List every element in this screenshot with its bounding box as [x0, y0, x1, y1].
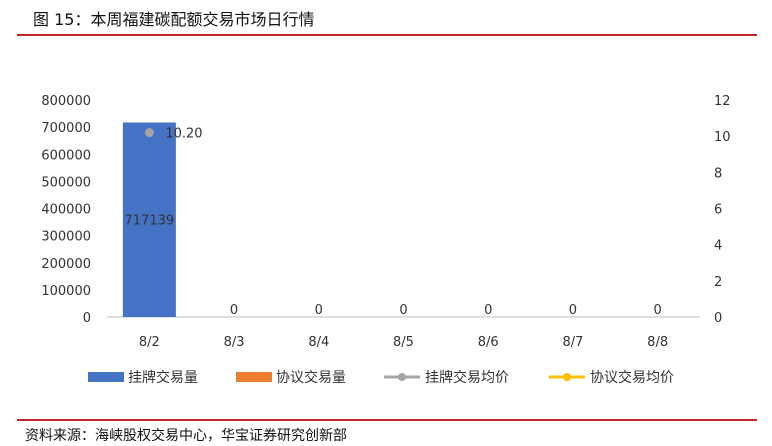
data-label-listed-volume-5: 0	[569, 303, 577, 318]
x-tick-label-3: 8/5	[393, 335, 414, 350]
x-tick-label-4: 8/6	[478, 335, 499, 350]
bottom-rule	[17, 419, 757, 421]
y-right-tick-label-5: 10	[714, 130, 731, 145]
legend-listed-avg-price-label: 挂牌交易均价	[425, 369, 509, 386]
y-right-tick-label-2: 4	[714, 239, 722, 254]
y-left-tick-label-2: 200000	[41, 257, 91, 272]
x-tick-label-0: 8/2	[139, 335, 160, 350]
legend-listed-volume-swatch	[88, 372, 124, 382]
data-label-listed-volume-2: 0	[315, 303, 323, 318]
data-label-listed-volume-1: 0	[230, 303, 238, 318]
legend-agreement-volume-label: 协议交易量	[276, 369, 346, 386]
y-right-tick-label-6: 12	[714, 94, 731, 109]
y-left-tick-label-8: 800000	[41, 94, 91, 109]
point-listed-avg-price-0	[144, 128, 154, 138]
y-left-tick-label-1: 100000	[41, 284, 91, 299]
data-label-listed-volume-4: 0	[484, 303, 492, 318]
top-rule	[17, 34, 757, 36]
y-left-tick-label-5: 500000	[41, 175, 91, 190]
legend-agreement-volume-swatch	[236, 372, 272, 382]
x-tick-label-6: 8/8	[647, 335, 668, 350]
legend-agreement-avg-price-label: 协议交易均价	[590, 369, 674, 386]
y-left-tick-label-0: 0	[83, 311, 91, 326]
data-label-listed-avg-price-0: 10.20	[165, 127, 202, 142]
bar-listed-volume-0	[122, 122, 176, 317]
y-right-tick-label-1: 2	[714, 275, 722, 290]
figure-title: 图 15：本周福建碳配额交易市场日行情	[33, 10, 315, 29]
x-tick-label-2: 8/4	[308, 335, 329, 350]
y-left-tick-label-7: 700000	[41, 121, 91, 136]
legend-listed-volume-label: 挂牌交易量	[128, 369, 198, 386]
data-label-listed-volume-0: 717139	[125, 214, 175, 229]
y-right-tick-label-3: 6	[714, 203, 722, 218]
legend-listed-avg-price-marker	[398, 373, 406, 381]
x-tick-label-1: 8/3	[224, 335, 245, 350]
data-label-listed-volume-6: 0	[654, 303, 662, 318]
source-note: 资料来源：海峡股权交易中心，华宝证券研究创新部	[25, 428, 347, 444]
legend-agreement-avg-price-marker	[563, 373, 571, 381]
y-right-tick-label-0: 0	[714, 311, 722, 326]
y-left-tick-label-3: 300000	[41, 230, 91, 245]
data-label-listed-volume-3: 0	[399, 303, 407, 318]
y-left-tick-label-6: 600000	[41, 148, 91, 163]
y-right-tick-label-4: 8	[714, 166, 722, 181]
y-left-tick-label-4: 400000	[41, 203, 91, 218]
x-tick-label-5: 8/7	[562, 335, 583, 350]
